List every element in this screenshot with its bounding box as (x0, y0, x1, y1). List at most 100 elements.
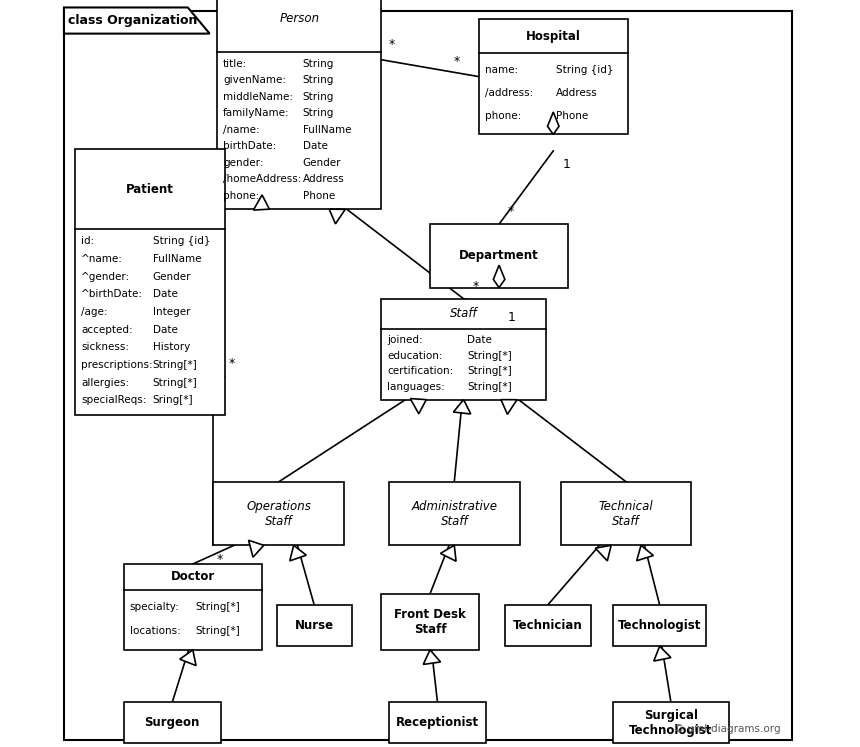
Text: String[*]: String[*] (195, 626, 240, 636)
Text: ^birthDate:: ^birthDate: (81, 289, 143, 300)
Text: Patient: Patient (126, 183, 174, 196)
Polygon shape (254, 195, 269, 210)
Text: String: String (303, 75, 334, 85)
Text: Integer: Integer (153, 307, 190, 317)
Text: © uml-diagrams.org: © uml-diagrams.org (674, 724, 781, 734)
Text: locations:: locations: (130, 626, 181, 636)
Polygon shape (636, 545, 654, 561)
Text: Sring[*]: Sring[*] (153, 395, 194, 406)
Text: sickness:: sickness: (81, 342, 129, 353)
FancyBboxPatch shape (382, 299, 546, 400)
Text: Front Desk
Staff: Front Desk Staff (394, 608, 466, 636)
Text: *: * (217, 553, 224, 565)
Polygon shape (548, 112, 559, 134)
Polygon shape (654, 646, 671, 661)
Text: phone:: phone: (484, 111, 521, 121)
Text: birthDate:: birthDate: (223, 141, 276, 152)
Text: String: String (303, 59, 334, 69)
FancyBboxPatch shape (505, 605, 591, 646)
Text: givenName:: givenName: (223, 75, 286, 85)
Text: class Organization: class Organization (68, 14, 197, 27)
Text: Nurse: Nurse (295, 619, 334, 632)
FancyBboxPatch shape (613, 702, 728, 743)
Text: *: * (508, 205, 514, 218)
Text: Receptionist: Receptionist (396, 716, 479, 729)
Text: prescriptions:: prescriptions: (81, 360, 153, 370)
FancyBboxPatch shape (389, 702, 486, 743)
Text: education:: education: (387, 351, 443, 361)
Text: ^gender:: ^gender: (81, 272, 131, 282)
Text: ^name:: ^name: (81, 254, 123, 264)
Text: FullName: FullName (303, 125, 351, 135)
Text: Technical
Staff: Technical Staff (599, 500, 654, 527)
Text: name:: name: (484, 65, 518, 75)
Text: title:: title: (223, 59, 248, 69)
Polygon shape (453, 400, 470, 414)
FancyBboxPatch shape (389, 482, 519, 545)
Text: Date: Date (153, 325, 178, 335)
Text: History: History (153, 342, 190, 353)
Text: Date: Date (467, 335, 492, 345)
Text: String {id}: String {id} (556, 65, 614, 75)
Text: Hospital: Hospital (525, 30, 581, 43)
Text: specialty:: specialty: (130, 601, 180, 612)
Polygon shape (423, 650, 440, 664)
Text: String[*]: String[*] (467, 382, 512, 392)
FancyBboxPatch shape (217, 0, 382, 209)
FancyBboxPatch shape (75, 149, 224, 415)
Text: accepted:: accepted: (81, 325, 132, 335)
Text: phone:: phone: (223, 191, 260, 201)
Text: 1: 1 (508, 311, 516, 324)
Text: Address: Address (303, 175, 344, 185)
Text: Administrative
Staff: Administrative Staff (411, 500, 497, 527)
Text: String {id}: String {id} (153, 236, 211, 247)
Polygon shape (249, 540, 264, 557)
Text: joined:: joined: (387, 335, 423, 345)
FancyBboxPatch shape (382, 594, 478, 650)
Text: Technician: Technician (513, 619, 582, 632)
Text: familyName:: familyName: (223, 108, 290, 118)
Text: Doctor: Doctor (170, 571, 215, 583)
FancyBboxPatch shape (561, 482, 691, 545)
Text: String[*]: String[*] (467, 351, 512, 361)
Polygon shape (501, 400, 517, 415)
Text: /name:: /name: (223, 125, 260, 135)
Text: /address:: /address: (484, 88, 533, 98)
FancyBboxPatch shape (124, 564, 262, 650)
Text: String[*]: String[*] (467, 367, 512, 376)
Text: *: * (473, 280, 479, 293)
Text: Date: Date (153, 289, 178, 300)
Text: *: * (228, 357, 235, 370)
Text: specialReqs:: specialReqs: (81, 395, 146, 406)
Text: /homeAddress:: /homeAddress: (223, 175, 302, 185)
Text: Phone: Phone (303, 191, 335, 201)
Text: FullName: FullName (153, 254, 201, 264)
FancyBboxPatch shape (124, 702, 221, 743)
Text: Technologist: Technologist (618, 619, 702, 632)
Text: Address: Address (556, 88, 598, 98)
Text: Staff: Staff (450, 308, 477, 320)
Polygon shape (64, 7, 210, 34)
Text: 1: 1 (562, 158, 570, 171)
Text: Operations
Staff: Operations Staff (246, 500, 311, 527)
Text: middleName:: middleName: (223, 92, 293, 102)
Polygon shape (410, 399, 427, 414)
FancyBboxPatch shape (213, 482, 344, 545)
Text: Phone: Phone (556, 111, 588, 121)
Text: String: String (303, 92, 334, 102)
Text: /age:: /age: (81, 307, 108, 317)
Text: Surgeon: Surgeon (144, 716, 200, 729)
FancyBboxPatch shape (277, 605, 352, 646)
Text: Person: Person (280, 12, 319, 25)
Text: Surgical
Technologist: Surgical Technologist (630, 709, 713, 737)
Polygon shape (595, 545, 611, 561)
Polygon shape (440, 545, 456, 561)
Text: gender:: gender: (223, 158, 263, 168)
Text: Date: Date (303, 141, 328, 152)
Text: String[*]: String[*] (195, 601, 240, 612)
Polygon shape (290, 545, 306, 561)
FancyBboxPatch shape (430, 224, 568, 288)
Text: *: * (389, 38, 395, 51)
FancyBboxPatch shape (613, 605, 706, 646)
Text: Gender: Gender (303, 158, 341, 168)
